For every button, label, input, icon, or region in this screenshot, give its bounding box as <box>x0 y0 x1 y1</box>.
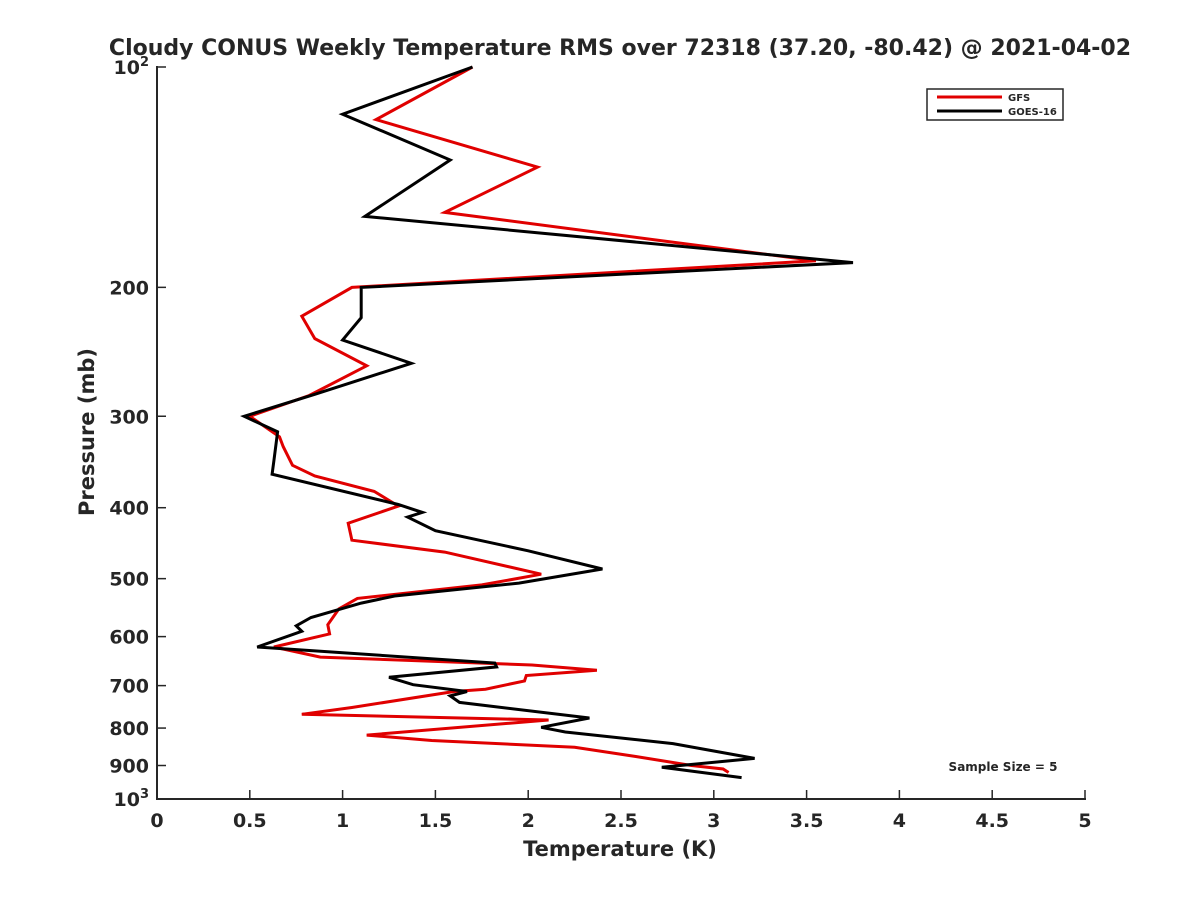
y-tick-label: 600 <box>109 627 149 649</box>
series-line-goes-16 <box>240 65 854 780</box>
x-tick-label: 1 <box>336 810 349 832</box>
legend-box <box>926 88 1064 121</box>
x-tick-label: 0 <box>150 810 163 832</box>
x-tick-label: 3 <box>707 810 720 832</box>
x-tick-label: 2.5 <box>604 810 638 832</box>
x-tick-label: 1.5 <box>419 810 453 832</box>
x-tick-label: 2 <box>522 810 535 832</box>
x-tick-label: 0.5 <box>233 810 267 832</box>
y-tick-label: 500 <box>109 569 149 591</box>
y-tick-label: 800 <box>109 718 149 740</box>
legend-label: GFS <box>1008 93 1030 104</box>
legend-label: GOES-16 <box>1008 107 1057 118</box>
y-tick-label: 103 <box>114 787 150 811</box>
y-tick-label: 300 <box>109 406 149 428</box>
x-tick-label: 5 <box>1078 810 1091 832</box>
y-tick-label: 900 <box>109 756 149 778</box>
y-tick-label: 400 <box>109 498 149 520</box>
chart-title: Cloudy CONUS Weekly Temperature RMS over… <box>109 36 1131 61</box>
series-line-gfs <box>246 65 817 774</box>
y-axis-label: Pressure (mb) <box>75 348 99 516</box>
legend: GFS GOES-16 <box>926 88 1064 121</box>
y-tick-label: 102 <box>114 55 150 79</box>
y-tick-label: 200 <box>109 277 149 299</box>
x-tick-label: 3.5 <box>790 810 824 832</box>
x-tick-label: 4 <box>893 810 906 832</box>
series-layer <box>240 65 854 780</box>
y-axis-ticks: 102 200 300 400 500 600 700 800 900 103 <box>109 55 166 811</box>
y-tick-label: 700 <box>109 676 149 698</box>
sample-size-annotation: Sample Size = 5 <box>949 760 1058 774</box>
x-tick-label: 4.5 <box>975 810 1009 832</box>
x-axis-ticks: 0 0.5 1 1.5 2 2.5 3 3.5 4 4.5 5 <box>150 790 1092 832</box>
x-axis-label: Temperature (K) <box>523 837 717 861</box>
